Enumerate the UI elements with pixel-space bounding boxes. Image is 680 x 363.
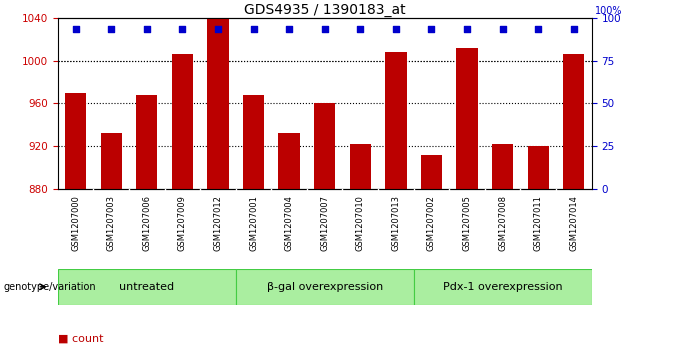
Bar	[314, 103, 335, 189]
Bar	[136, 95, 158, 189]
Point	[320, 26, 330, 32]
Bar	[58, 269, 236, 305]
Bar	[385, 52, 407, 189]
Text: GSM1207008: GSM1207008	[498, 195, 507, 251]
Text: GSM1207005: GSM1207005	[462, 195, 471, 251]
Text: GSM1207014: GSM1207014	[569, 195, 578, 251]
Point	[248, 26, 259, 32]
Point	[212, 26, 223, 32]
Text: genotype/variation: genotype/variation	[3, 282, 96, 292]
Bar	[456, 48, 478, 189]
Bar	[278, 133, 300, 189]
Text: GSM1207004: GSM1207004	[285, 195, 294, 251]
Point	[106, 26, 117, 32]
Text: GSM1207009: GSM1207009	[178, 195, 187, 251]
Bar	[421, 155, 442, 189]
Bar	[413, 269, 592, 305]
Text: GSM1207007: GSM1207007	[320, 195, 329, 251]
Text: GSM1207011: GSM1207011	[534, 195, 543, 251]
Text: GSM1207010: GSM1207010	[356, 195, 364, 251]
Bar	[243, 95, 265, 189]
Bar	[492, 144, 513, 189]
Text: GSM1207003: GSM1207003	[107, 195, 116, 251]
Point	[177, 26, 188, 32]
Text: GSM1207012: GSM1207012	[214, 195, 222, 251]
Text: β-gal overexpression: β-gal overexpression	[267, 282, 383, 292]
Text: ■ count: ■ count	[58, 334, 103, 344]
Text: GSM1207000: GSM1207000	[71, 195, 80, 251]
Text: GSM1207002: GSM1207002	[427, 195, 436, 251]
Point	[497, 26, 508, 32]
Bar	[101, 133, 122, 189]
Point	[141, 26, 152, 32]
Point	[462, 26, 473, 32]
Point	[426, 26, 437, 32]
Point	[284, 26, 294, 32]
Point	[355, 26, 366, 32]
Text: untreated: untreated	[119, 282, 174, 292]
Point	[568, 26, 579, 32]
Title: GDS4935 / 1390183_at: GDS4935 / 1390183_at	[244, 3, 405, 17]
Bar	[350, 144, 371, 189]
Bar	[236, 269, 413, 305]
Text: Pdx-1 overexpression: Pdx-1 overexpression	[443, 282, 562, 292]
Bar	[65, 93, 86, 189]
Point	[70, 26, 81, 32]
Text: GSM1207013: GSM1207013	[392, 195, 401, 251]
Bar	[563, 54, 585, 189]
Bar	[171, 54, 193, 189]
Point	[533, 26, 544, 32]
Text: 100%: 100%	[595, 6, 622, 16]
Bar	[528, 146, 549, 189]
Point	[390, 26, 401, 32]
Text: GSM1207006: GSM1207006	[142, 195, 151, 251]
Bar	[207, 18, 228, 189]
Text: GSM1207001: GSM1207001	[249, 195, 258, 251]
